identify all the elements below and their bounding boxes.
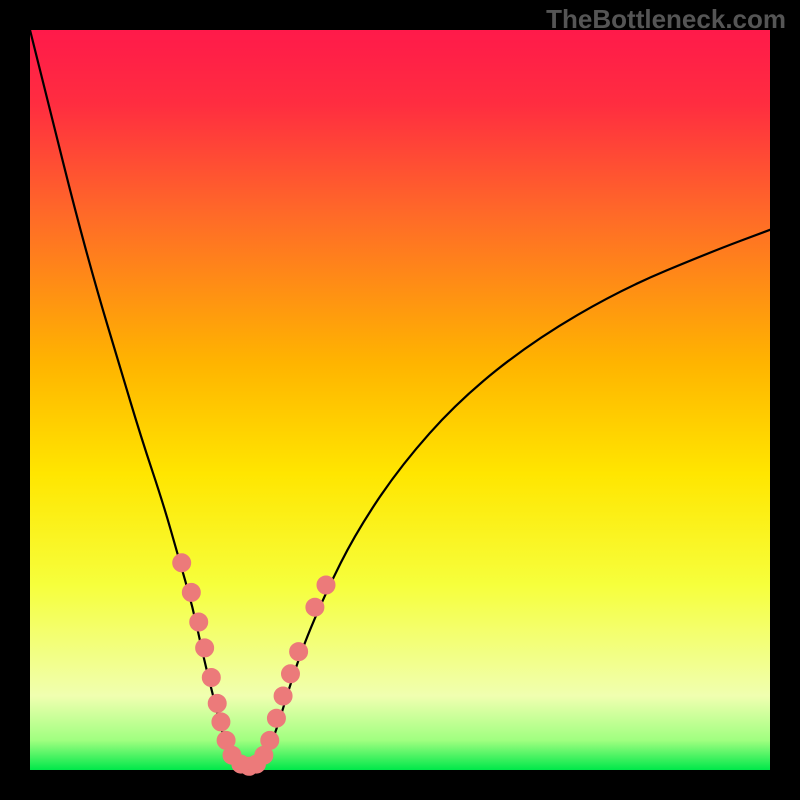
data-marker: [317, 576, 335, 594]
chart-container: TheBottleneck.com: [0, 0, 800, 800]
data-marker: [261, 731, 279, 749]
data-marker: [190, 613, 208, 631]
data-marker: [267, 709, 285, 727]
data-marker: [202, 669, 220, 687]
v-curve: [30, 30, 770, 770]
data-marker: [208, 694, 226, 712]
data-marker: [173, 554, 191, 572]
curve-plot: [0, 0, 800, 800]
data-marker: [281, 665, 299, 683]
data-marker: [306, 598, 324, 616]
data-marker: [290, 643, 308, 661]
data-marker: [196, 639, 214, 657]
data-marker: [212, 713, 230, 731]
data-marker: [274, 687, 292, 705]
data-markers: [173, 554, 335, 776]
data-marker: [182, 583, 200, 601]
